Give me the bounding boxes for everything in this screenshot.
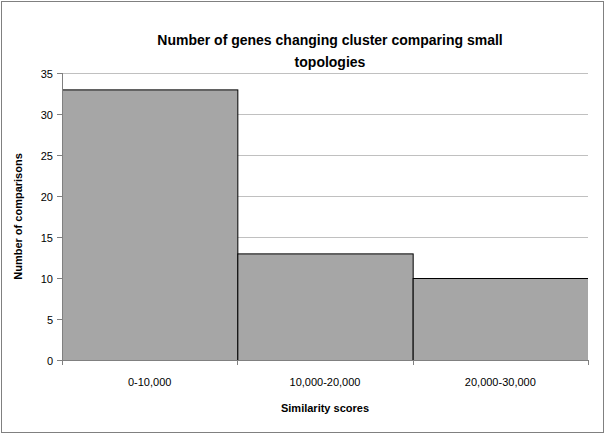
grid-line [62,73,588,74]
x-axis [62,360,588,361]
grid-line [62,360,588,361]
y-axis [62,73,63,360]
bar [238,254,413,360]
y-tick [57,155,62,156]
y-tick-label: 20 [41,191,53,203]
y-tick [57,196,62,197]
x-tick [413,360,414,365]
bar [413,279,588,361]
x-axis-title: Similarity scores [281,402,369,414]
y-tick [57,73,62,74]
x-tick [237,360,238,365]
y-tick-label: 10 [41,273,53,285]
grid [62,74,588,361]
x-tick-label: 20,000-30,000 [465,376,536,388]
x-tick [62,360,63,365]
y-tick-label: 0 [47,355,53,367]
y-tick-label: 30 [41,109,53,121]
chart-frame [2,2,604,433]
title-line: topologies [295,54,366,70]
y-tick [57,114,62,115]
x-tick-label: 0-10,000 [128,376,171,388]
y-tick-label: 25 [41,150,53,162]
bars [63,90,589,360]
bar [63,90,238,360]
y-tick [57,319,62,320]
chart-title: Number of genes changing cluster compari… [157,32,502,70]
y-axis-title: Number of comparisons [12,153,24,280]
y-tick [57,360,62,361]
x-tick [588,360,589,365]
y-tick [57,278,62,279]
y-tick-label: 35 [41,68,53,80]
title-line: Number of genes changing cluster compari… [157,32,502,48]
y-tick [57,237,62,238]
y-tick-label: 15 [41,232,53,244]
x-tick-label: 10,000-20,000 [290,376,361,388]
y-tick-label: 5 [47,314,53,326]
chart: 0 5 10 15 20 25 30 35 0-10,000 10,000-20,000 20,00… [0,0,606,435]
